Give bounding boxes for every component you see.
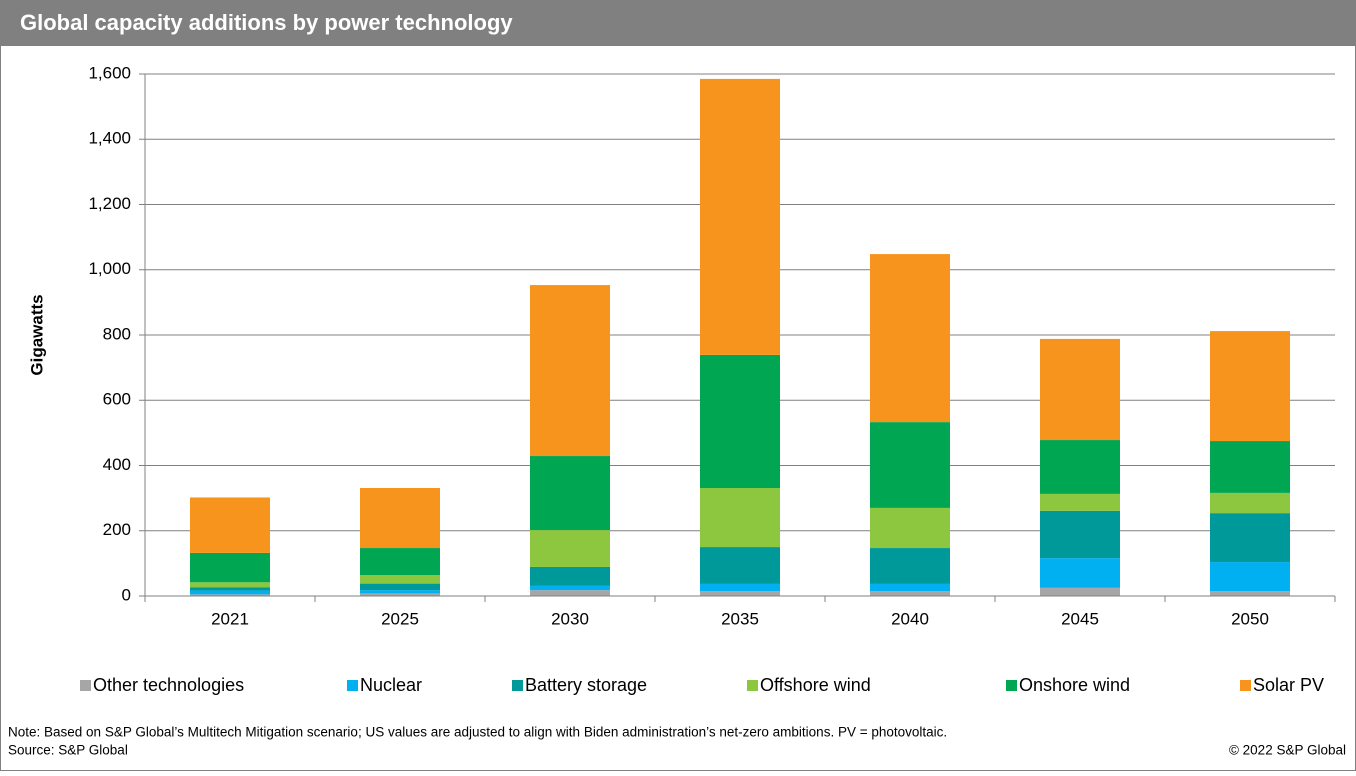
y-tick-label: 1,600 [88,63,131,82]
bar-segment [1210,492,1290,514]
y-tick-label: 1,200 [88,194,131,213]
bar-segment [530,285,610,457]
bar-segment [1210,331,1290,442]
bar-segment [870,254,950,423]
legend-label: Battery storage [525,675,647,695]
bar-segment [190,582,270,588]
y-tick-label: 0 [122,585,131,604]
bar-segment [870,583,950,592]
bar-segment [1040,558,1120,588]
bar-segment [530,566,610,586]
header-bar [0,0,1356,46]
legend-swatch [747,680,758,691]
bar-segment [1040,510,1120,559]
y-tick-label: 1,000 [88,259,131,278]
source: Source: S&P Global [8,743,128,758]
bar-segment [190,552,270,583]
x-tick-label: 2045 [1061,609,1099,628]
bar-segment [530,585,610,591]
bar-segment [700,488,780,548]
bar-segment [190,594,270,596]
x-tick-label: 2050 [1231,609,1269,628]
bar-segment [190,497,270,553]
y-tick-label: 800 [103,324,131,343]
y-tick-label: 200 [103,520,131,539]
bar-segment [1040,338,1120,441]
legend-swatch [1006,680,1017,691]
legend-swatch [1240,680,1251,691]
legend-swatch [512,680,523,691]
bar-segment [870,591,950,596]
y-axis-label: Gigawatts [27,294,46,375]
bar-segment [190,587,270,591]
bar-segment [870,548,950,584]
bar-segment [870,507,950,549]
bar-segment [1210,591,1290,596]
bar-segment [530,530,610,567]
bar-segment [360,488,440,549]
legend-swatch [347,680,358,691]
legend-swatch [80,680,91,691]
bar-segment [360,593,440,596]
copyright: © 2022 S&P Global [1229,743,1346,758]
bar-segment [700,583,780,592]
legend-label: Onshore wind [1019,675,1130,695]
bar-segment [190,590,270,595]
note: Note: Based on S&P Global’s Multitech Mi… [8,725,947,740]
x-tick-label: 2025 [381,609,419,628]
x-tick-label: 2030 [551,609,589,628]
x-tick-label: 2040 [891,609,929,628]
bar-segment [360,548,440,576]
bar-segment [530,590,610,596]
chart-title: Global capacity additions by power techn… [20,10,513,35]
bar-segment [360,590,440,594]
bar-segment [870,422,950,508]
x-tick-label: 2021 [211,609,249,628]
bar-segment [700,547,780,584]
legend-label: Nuclear [360,675,422,695]
y-tick-label: 1,400 [88,129,131,148]
legend-label: Other technologies [93,675,244,695]
bar-segment [1040,493,1120,511]
bar-segment [1040,587,1120,596]
x-tick-label: 2035 [721,609,759,628]
bar-segment [700,591,780,596]
bar-segment [1210,441,1290,493]
bar-segment [1210,562,1290,592]
legend-label: Offshore wind [760,675,871,695]
legend-label: Solar PV [1253,675,1324,695]
y-tick-label: 600 [103,390,131,409]
bar-segment [700,78,780,355]
bar-segment [700,354,780,489]
bar-segment [360,575,440,584]
bar-segment [530,456,610,531]
bar-segment [1210,513,1290,563]
bar-segment [1040,440,1120,494]
bar-segment [360,583,440,591]
y-tick-label: 400 [103,455,131,474]
